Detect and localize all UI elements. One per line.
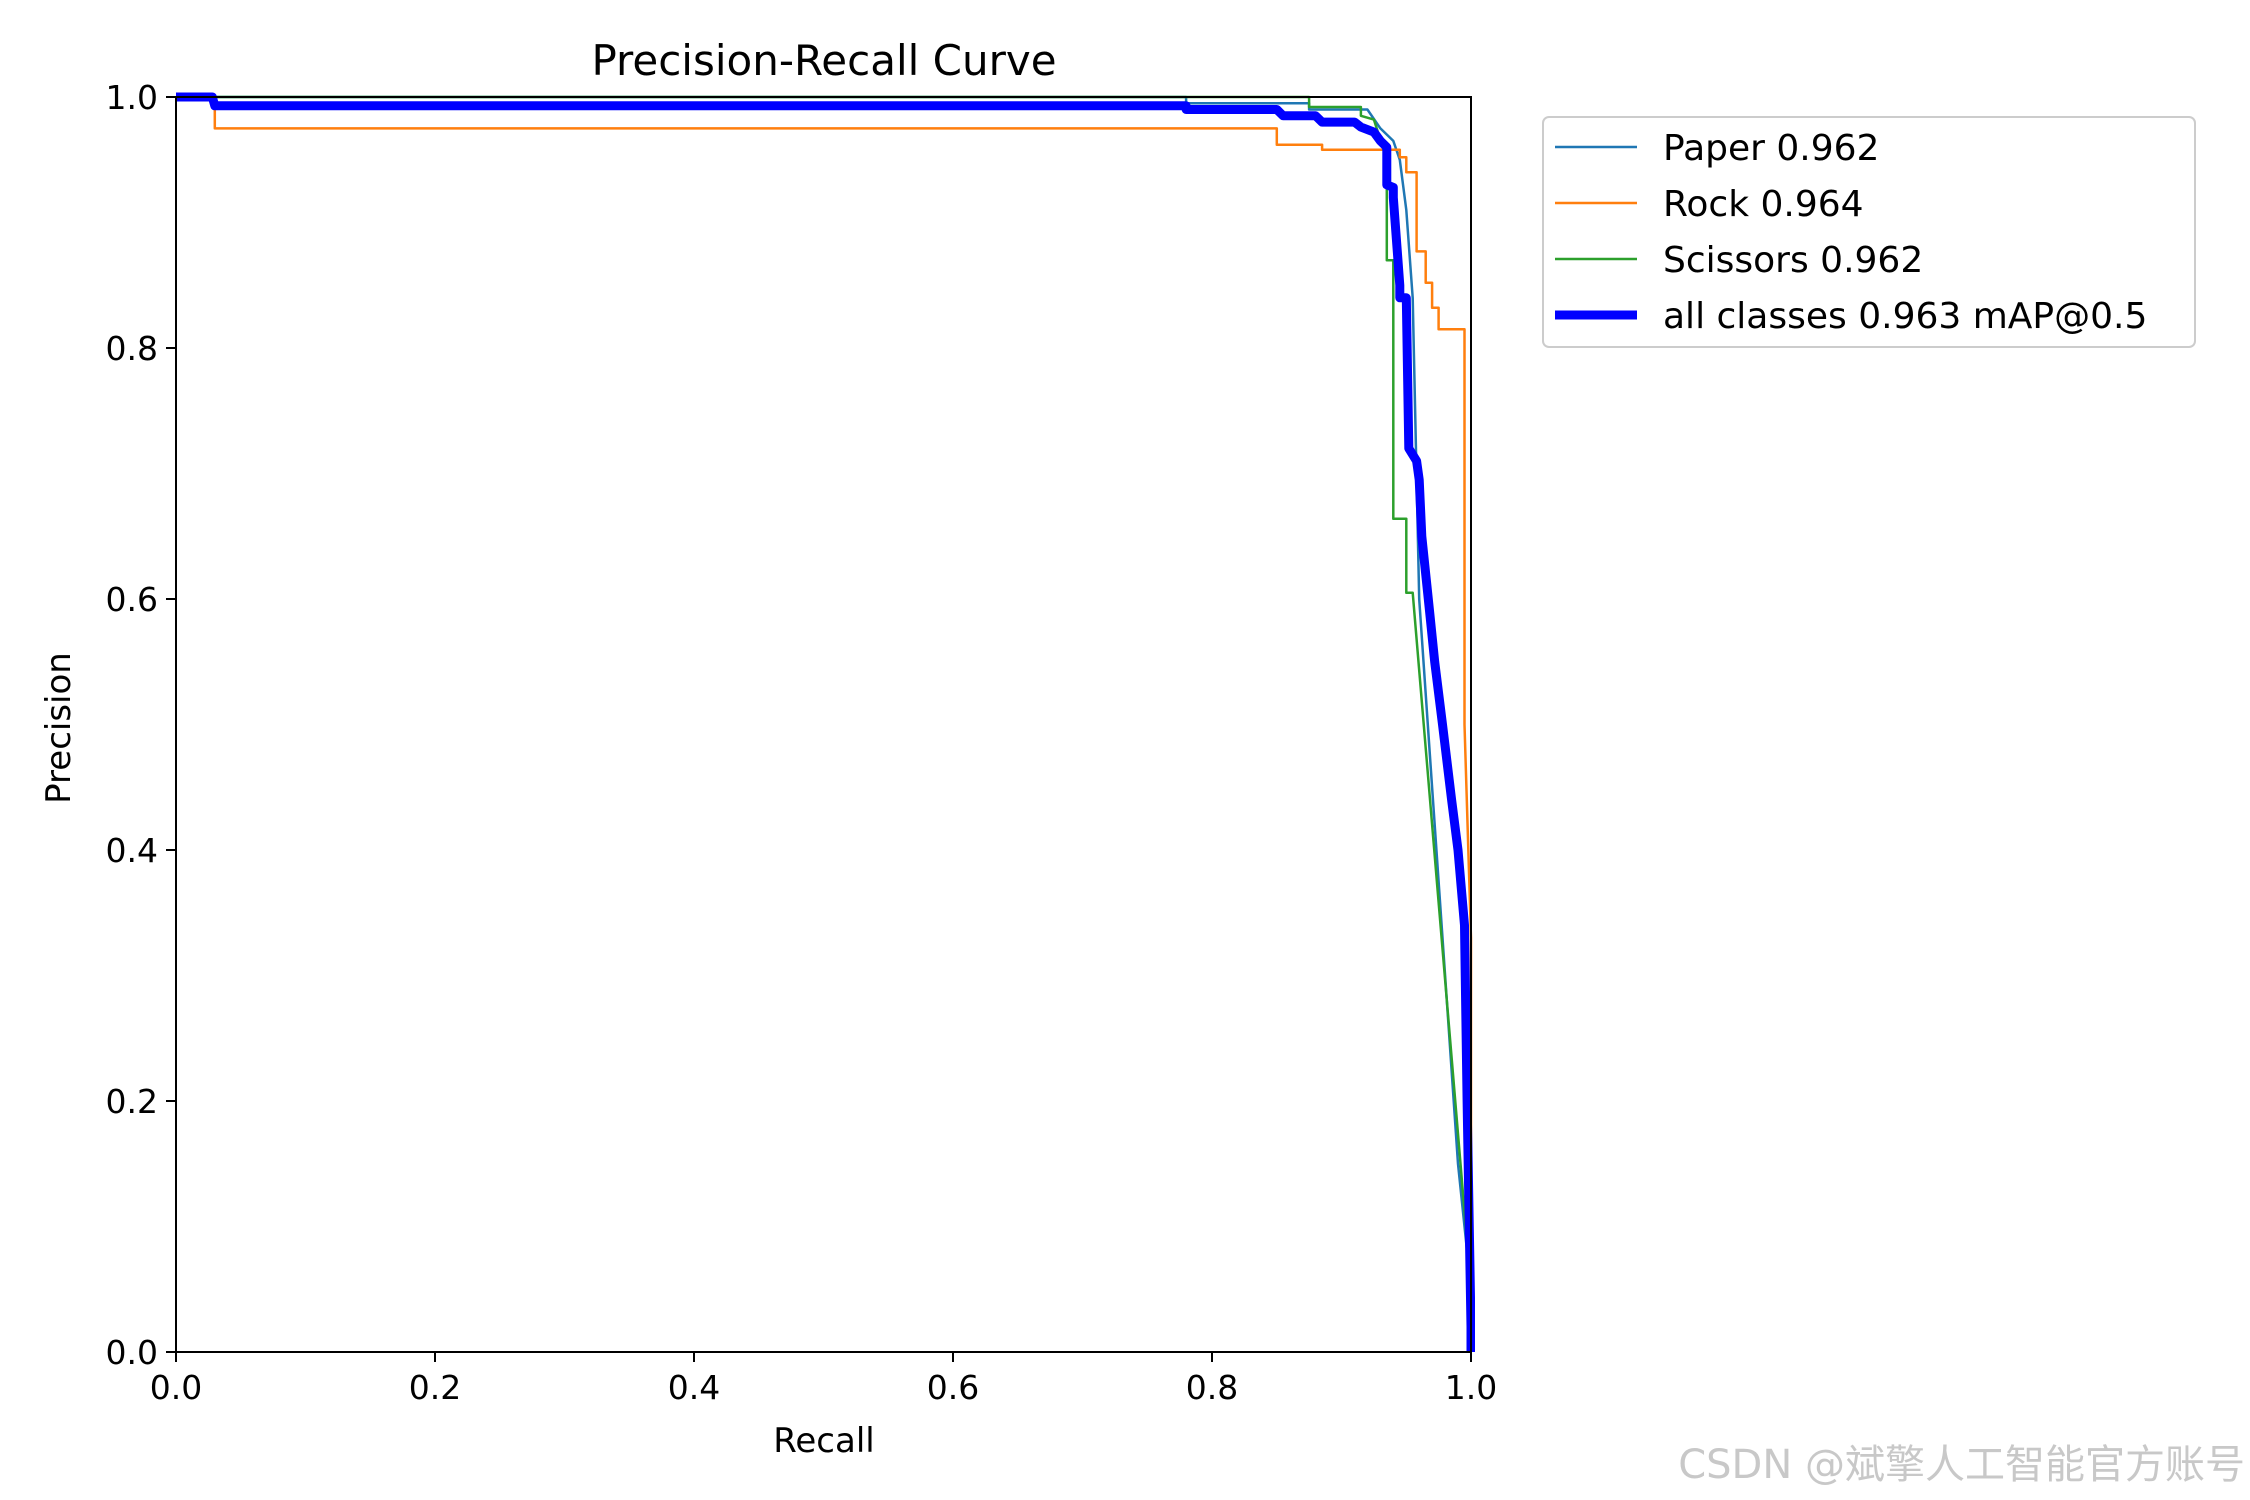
plot-area (175, 92, 1475, 1353)
y-tick-label: 0.0 (106, 1333, 158, 1372)
legend-label-0: Paper 0.962 (1663, 128, 1879, 169)
y-tick-label: 0.4 (106, 831, 158, 870)
y-axis: 0.0 0.2 0.4 0.6 0.8 1.0 (106, 78, 176, 1372)
series-line-1 (176, 95, 1473, 1352)
legend: Paper 0.962 Rock 0.964 Scissors 0.962 all c… (1542, 116, 2196, 348)
x-tick-label: 0.2 (409, 1368, 461, 1407)
x-axis-label: Recall (773, 1421, 874, 1461)
x-tick-label: 0.6 (927, 1368, 979, 1407)
watermark: CSDN @斌擎人工智能官方账号 (1678, 1442, 2245, 1488)
x-tick-label: 0.0 (150, 1368, 202, 1407)
y-tick-label: 0.8 (106, 329, 158, 368)
legend-box (1542, 116, 2196, 348)
x-tick-label: 0.8 (1186, 1368, 1238, 1407)
x-tick-label: 1.0 (1445, 1368, 1497, 1407)
legend-label-2: Scissors 0.962 (1663, 240, 1923, 281)
y-axis-label: Precision (39, 652, 79, 804)
legend-label-3: all classes 0.963 mAP@0.5 (1663, 296, 2147, 337)
chart-title: Precision-Recall Curve (591, 36, 1056, 85)
y-tick-label: 1.0 (106, 78, 158, 117)
series-line-2 (176, 95, 1473, 1352)
series-line-3 (176, 92, 1475, 1352)
legend-label-1: Rock 0.964 (1663, 184, 1864, 225)
plot-frame (175, 96, 1472, 1353)
series-line-0 (176, 95, 1473, 1352)
x-axis: 0.0 0.2 0.4 0.6 0.8 1.0 (150, 1352, 1497, 1407)
y-tick-label: 0.2 (106, 1082, 158, 1121)
x-tick-label: 0.4 (668, 1368, 720, 1407)
y-tick-label: 0.6 (106, 580, 158, 619)
